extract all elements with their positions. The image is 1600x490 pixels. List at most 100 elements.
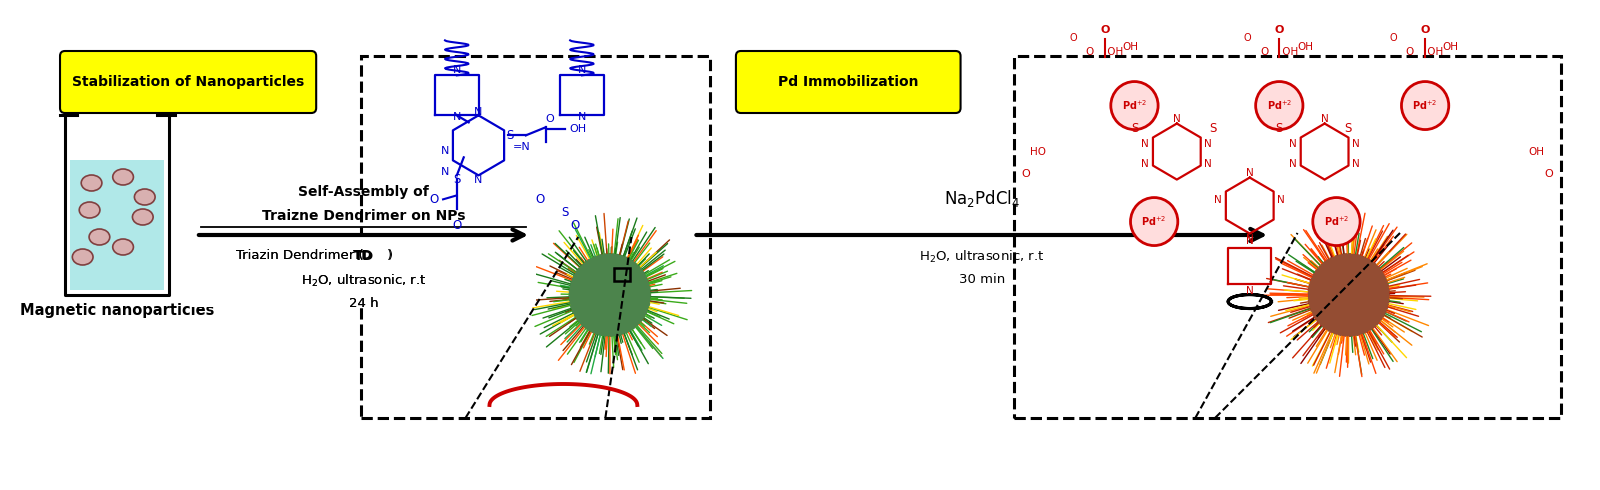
FancyBboxPatch shape	[61, 51, 317, 113]
Text: S: S	[562, 206, 570, 219]
Text: S: S	[1275, 122, 1283, 135]
Text: Triazin Dendrimer (: Triazin Dendrimer (	[302, 249, 430, 262]
Text: O: O	[546, 114, 554, 124]
Text: S: S	[1131, 122, 1138, 135]
Text: N: N	[474, 107, 483, 118]
Text: O    OH: O OH	[1086, 47, 1123, 56]
Bar	[190, 245, 536, 307]
Text: 24 h: 24 h	[349, 297, 378, 310]
Text: O: O	[1390, 32, 1397, 43]
Text: TD: TD	[354, 249, 374, 262]
Text: 24 h: 24 h	[349, 297, 378, 310]
Text: Pd Immobilization: Pd Immobilization	[778, 75, 918, 89]
Ellipse shape	[72, 249, 93, 265]
Text: N: N	[1290, 139, 1298, 148]
Bar	[614, 268, 629, 281]
Text: O: O	[453, 220, 461, 232]
Ellipse shape	[112, 239, 133, 255]
Circle shape	[1131, 197, 1178, 245]
Text: O: O	[1544, 169, 1554, 178]
Text: TD: TD	[354, 249, 374, 263]
Text: OH: OH	[570, 124, 586, 134]
Text: H$_2$O, ultrasonic, r.t: H$_2$O, ultrasonic, r.t	[301, 273, 426, 289]
Text: Pd$^{+2}$: Pd$^{+2}$	[1323, 215, 1349, 228]
Text: ): )	[389, 249, 394, 262]
Bar	[70, 160, 163, 290]
Ellipse shape	[90, 229, 110, 245]
Text: N: N	[578, 65, 586, 75]
Text: Pd$^{+2}$: Pd$^{+2}$	[1141, 215, 1166, 228]
Text: Self-Assembly of: Self-Assembly of	[298, 185, 429, 199]
Text: Stabilization of Nanoparticles: Stabilization of Nanoparticles	[72, 75, 304, 89]
Text: Na$_2$PdCl$_4$: Na$_2$PdCl$_4$	[944, 188, 1019, 209]
Text: N: N	[1246, 234, 1254, 244]
Circle shape	[568, 253, 651, 337]
Text: O: O	[534, 193, 544, 206]
Circle shape	[1307, 253, 1390, 337]
Text: O: O	[1101, 24, 1109, 35]
Text: N: N	[453, 65, 461, 75]
Text: N: N	[1205, 159, 1213, 169]
Text: S: S	[1344, 122, 1352, 135]
Text: H$_2$O, ultrasonic, r.t: H$_2$O, ultrasonic, r.t	[301, 273, 426, 289]
Text: S: S	[506, 129, 514, 142]
Ellipse shape	[112, 169, 133, 185]
Text: N: N	[1290, 159, 1298, 169]
Bar	[1014, 56, 1560, 418]
Ellipse shape	[133, 209, 154, 225]
Text: O    OH: O OH	[1406, 47, 1443, 56]
Text: N: N	[1246, 168, 1254, 177]
Text: N: N	[440, 168, 450, 177]
Text: Triazin Dendrimer (: Triazin Dendrimer (	[235, 249, 363, 262]
Ellipse shape	[80, 202, 99, 218]
Text: N: N	[578, 112, 586, 122]
Text: N: N	[1246, 286, 1254, 295]
Text: OH: OH	[1298, 42, 1314, 51]
Text: Traizne Dendrimer on NPs: Traizne Dendrimer on NPs	[262, 209, 466, 223]
Text: S: S	[1210, 122, 1218, 135]
Text: N: N	[453, 112, 461, 122]
Circle shape	[1312, 197, 1360, 245]
Text: N: N	[1214, 195, 1222, 204]
Text: =N: =N	[514, 143, 531, 152]
Text: Pd$^{+2}$: Pd$^{+2}$	[1267, 98, 1293, 113]
Circle shape	[1256, 81, 1302, 129]
Text: ): )	[387, 249, 392, 262]
Text: O: O	[1421, 24, 1430, 35]
Text: N: N	[1141, 159, 1149, 169]
Text: 30 min: 30 min	[958, 273, 1005, 286]
Text: O: O	[429, 193, 438, 206]
Text: O: O	[1021, 169, 1030, 178]
Text: HO: HO	[1030, 147, 1046, 157]
Text: N: N	[1277, 195, 1285, 204]
Text: N: N	[1352, 139, 1360, 148]
Text: O: O	[1069, 32, 1077, 43]
Text: Magnetic nanoparticles: Magnetic nanoparticles	[19, 303, 214, 318]
Circle shape	[1402, 81, 1448, 129]
Text: OH: OH	[1528, 147, 1544, 157]
Text: N: N	[1320, 114, 1328, 123]
Text: OH: OH	[1443, 42, 1459, 51]
Text: Triazin Dendrimer (: Triazin Dendrimer (	[299, 249, 427, 262]
Bar	[360, 56, 710, 418]
Text: N: N	[1141, 139, 1149, 148]
Text: H$_2$O, ultrasonic, r.t: H$_2$O, ultrasonic, r.t	[918, 249, 1045, 265]
Circle shape	[1110, 81, 1158, 129]
Text: N: N	[474, 175, 483, 185]
Text: N: N	[440, 147, 450, 156]
Text: O    OH: O OH	[1261, 47, 1298, 56]
Text: Triazin Dendrimer (: Triazin Dendrimer (	[235, 249, 363, 262]
Text: O: O	[571, 220, 579, 232]
Text: N: N	[1352, 159, 1360, 169]
Text: N: N	[1173, 114, 1181, 123]
Text: OH: OH	[1123, 42, 1139, 51]
Text: O: O	[1275, 24, 1283, 35]
Text: O: O	[1243, 32, 1251, 43]
Text: N: N	[1205, 139, 1213, 148]
FancyBboxPatch shape	[736, 51, 960, 113]
Text: N: N	[1246, 236, 1254, 245]
Text: Pd$^{+2}$: Pd$^{+2}$	[1413, 98, 1438, 113]
Text: S: S	[453, 173, 461, 186]
Ellipse shape	[82, 175, 102, 191]
Ellipse shape	[134, 189, 155, 205]
